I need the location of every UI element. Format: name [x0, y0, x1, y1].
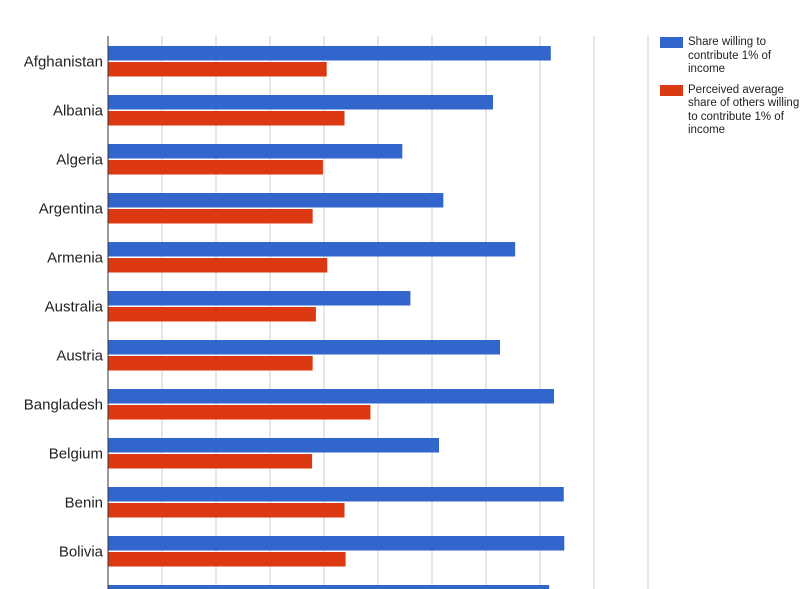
bar-bangladesh-series-2 — [108, 405, 371, 420]
bar-australia-series-2 — [108, 307, 316, 322]
gridlines — [161, 36, 649, 589]
legend-label-series-1: Share willing to contribute 1% of income — [688, 36, 772, 75]
category-labels: Afghanistan Albania Algeria Argentina Armeni… — [24, 53, 104, 560]
category-label: Algeria — [56, 151, 103, 168]
bar-bolivia-series-1 — [108, 536, 565, 551]
bars — [108, 46, 565, 589]
bar-albania-series-2 — [108, 111, 345, 126]
bar-australia-series-1 — [108, 291, 411, 306]
category-label: Albania — [53, 102, 104, 119]
category-label: Bolivia — [59, 543, 104, 560]
bar-benin-series-2 — [108, 503, 345, 518]
bar-cut-off-series-1 — [108, 585, 550, 589]
legend-label-series-2: Perceived average share of others willin… — [688, 83, 800, 137]
bar-afghanistan-series-2 — [108, 62, 327, 77]
bar-afghanistan-series-1 — [108, 46, 551, 61]
legend-swatch-series-2 — [660, 84, 683, 96]
category-label: Austria — [56, 347, 103, 364]
bar-argentina-series-1 — [108, 193, 444, 208]
bar-austria-series-2 — [108, 356, 313, 371]
legend: Share willing to contribute 1% of income… — [660, 36, 810, 145]
legend-swatch-series-1 — [660, 37, 683, 48]
bar-bolivia-series-2 — [108, 552, 346, 567]
category-label: Benin — [65, 494, 103, 511]
legend-item-series-1: Share willing to contribute 1% of income — [660, 36, 810, 77]
bar-bangladesh-series-1 — [108, 389, 555, 404]
category-label: Bangladesh — [24, 396, 103, 413]
category-label: Belgium — [49, 445, 103, 462]
category-label: Argentina — [39, 200, 104, 217]
category-label: Afghanistan — [24, 53, 103, 70]
bar-armenia-series-1 — [108, 242, 516, 257]
bar-austria-series-1 — [108, 340, 501, 355]
legend-item-series-2: Perceived average share of others willin… — [660, 84, 810, 138]
bar-argentina-series-2 — [108, 209, 313, 224]
bar-algeria-series-2 — [108, 160, 323, 175]
bar-belgium-series-1 — [108, 438, 440, 453]
bar-armenia-series-2 — [108, 258, 328, 273]
bar-albania-series-1 — [108, 95, 494, 110]
category-label: Australia — [45, 298, 104, 315]
bar-algeria-series-1 — [108, 144, 403, 159]
bar-belgium-series-2 — [108, 454, 313, 469]
category-label: Armenia — [47, 249, 104, 266]
bar-benin-series-1 — [108, 487, 564, 502]
